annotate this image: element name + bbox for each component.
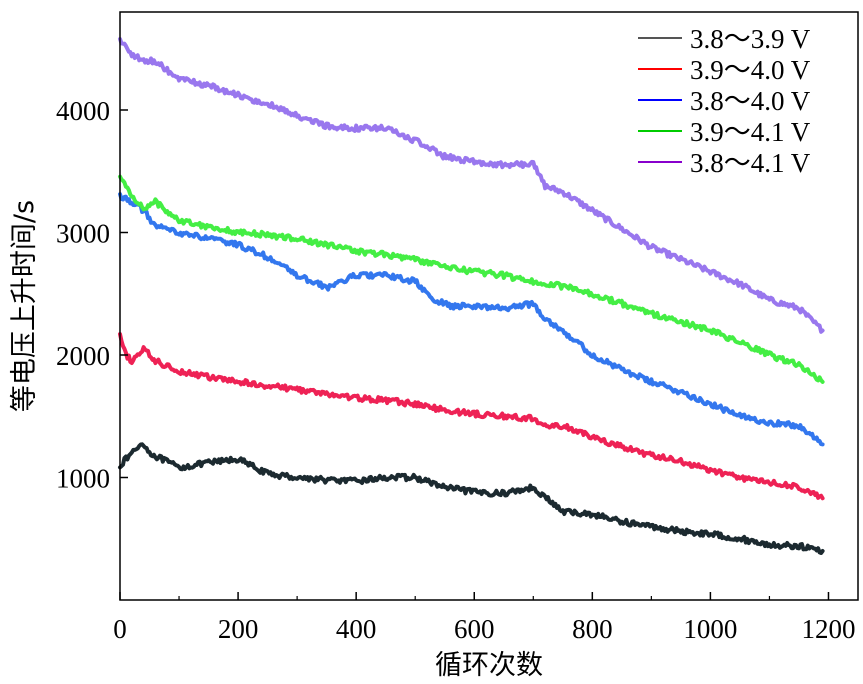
y-tick-label: 4000 — [56, 96, 110, 126]
x-tick-label: 200 — [218, 614, 259, 644]
x-tick-label: 800 — [572, 614, 613, 644]
legend: 3.8～3.9 V3.9～4.0 V3.8～4.0 V3.9～4.1 V3.8～… — [638, 24, 811, 178]
x-tick-label: 1000 — [683, 614, 737, 644]
series-line — [118, 37, 825, 334]
y-tick-label: 2000 — [56, 341, 110, 371]
y-tick-label: 3000 — [56, 219, 110, 249]
y-tick-label: 1000 — [56, 464, 110, 494]
legend-label: 3.8～3.9 V — [690, 24, 811, 54]
series-line — [118, 442, 825, 555]
legend-label: 3.8～4.1 V — [690, 148, 811, 178]
x-tick-label: 1200 — [801, 614, 855, 644]
x-tick-label: 0 — [113, 614, 127, 644]
x-tick-label: 400 — [336, 614, 377, 644]
x-axis-title: 循环次数 — [435, 650, 543, 681]
legend-label: 3.8～4.0 V — [690, 86, 811, 116]
ticks-layer: 0 200 400 600 800 1000 1200 1000 2000 3000 4000 — [56, 96, 855, 644]
legend-label: 3.9～4.0 V — [690, 55, 811, 85]
series-line — [118, 174, 825, 384]
series-line — [118, 192, 825, 447]
x-tick-label: 600 — [454, 614, 495, 644]
series-layer — [118, 37, 825, 555]
series-line — [118, 332, 825, 501]
legend-label: 3.9～4.1 V — [690, 117, 811, 147]
plot-frame — [119, 11, 859, 601]
y-axis-title: 等电压上升时间/s — [9, 200, 40, 412]
